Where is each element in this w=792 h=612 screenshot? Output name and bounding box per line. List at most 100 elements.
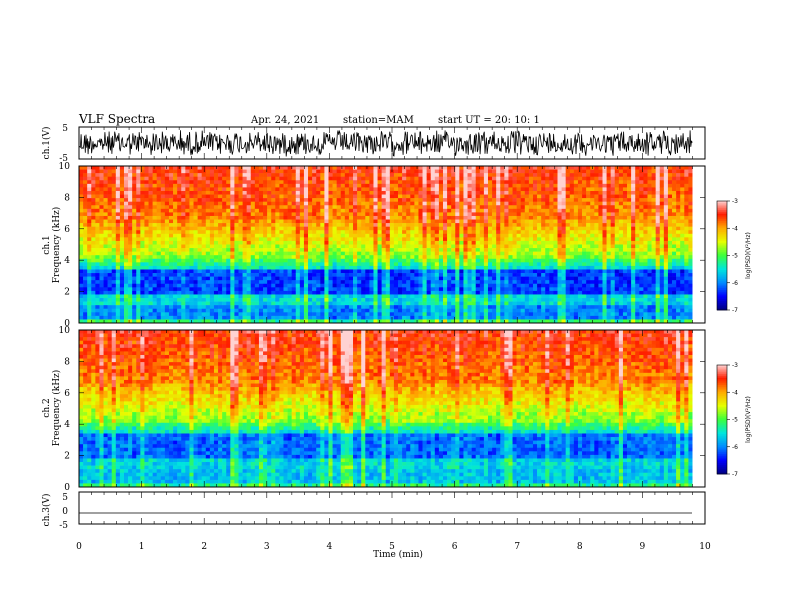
spectrogram-cell [430,262,436,267]
spectrogram-cell [487,290,493,295]
spectrogram-cell [201,208,207,213]
spectrogram-cell [242,201,247,206]
spectrogram-cell [209,244,215,249]
spectrogram-cell [320,287,325,292]
spectrogram-cell [132,301,137,306]
spectrogram-cell [148,187,153,192]
spectrogram-cell [340,223,346,227]
spectrogram-cell [234,319,239,324]
spectrogram-cell [479,205,485,210]
spectrogram-cell [213,219,219,224]
spectrogram-cell [406,205,411,210]
spectrogram-cell [144,305,149,310]
spectrogram-cell [279,269,284,274]
spectrogram-cell [316,290,321,295]
spectrogram-cell [99,169,104,174]
spectrogram-cell [299,173,305,178]
spectrogram-cell [500,305,505,310]
spectrogram-cell [308,287,313,292]
spectrogram-cell [279,219,284,224]
spectrogram-cell [369,212,374,217]
spectrogram-cell [123,262,129,267]
spectrogram-cell [475,315,481,320]
spectrogram-cell [267,240,272,245]
spectrogram-cell [234,212,239,217]
spectrogram-cell [385,265,391,270]
spectrogram-cell [148,190,153,195]
spectrogram-cell [83,298,88,302]
spectrogram-cell [471,305,477,310]
spectrogram-cell [402,190,407,195]
spectrogram-cell [242,255,247,260]
spectrogram-cell [463,215,468,220]
spectrogram-cell [136,237,141,242]
spectrogram-cell [328,273,333,277]
spectrogram-cell [136,319,141,324]
spectrogram-cell [316,251,321,256]
spectrogram-cell [389,269,395,274]
spectrogram-cell [479,287,485,292]
spectrogram-cell [291,262,297,267]
spectrogram-cell [283,258,288,263]
spectrogram-cell [181,173,186,178]
spectrogram-cell [275,262,280,267]
spectrogram-cell [328,298,333,302]
spectrogram-cell [541,183,546,188]
spectrogram-cell [402,280,407,285]
spectrogram-cell [402,194,407,199]
spectrogram-cell [516,294,522,299]
spectrogram-cell [218,251,223,256]
spectrogram-cell [520,230,526,235]
spectrogram-cell [279,212,284,217]
spectrogram-cell [250,276,256,281]
spectrogram-cell [132,176,137,181]
spectrogram-cell [336,215,342,220]
spectrogram-cell [197,315,202,320]
spectrogram-cell [475,319,481,324]
spectrogram-cell [414,273,419,277]
spectrogram-cell [447,173,452,178]
spectrogram-cell [361,169,366,174]
spectrogram-cell [79,237,84,242]
spectrogram-cell [463,173,468,178]
spectrogram-cell [393,223,399,227]
spectrogram-cell [275,255,280,260]
spectrogram-cell [308,166,313,170]
spectrogram-cell [361,308,366,313]
spectrogram-cell [365,294,370,299]
spectrogram-cell [123,319,129,324]
spectrogram-cell [406,280,411,285]
spectrogram-cell [467,312,472,317]
spectrogram-cell [479,255,485,260]
spectrogram-cell [422,280,427,285]
spectrogram-cell [532,183,538,188]
spectrogram-cell [385,230,391,235]
spectrogram-cell [107,301,113,306]
spectrogram-cell [373,230,378,235]
spectrogram-cell [410,258,415,263]
spectrogram-cell [144,208,149,213]
spectrogram-cell [177,201,182,206]
spectrogram-cell [500,255,505,260]
spectrogram-cell [205,169,211,174]
spectrogram-cell [361,319,366,324]
spectrogram-cell [463,183,468,188]
spectrogram-cell [422,237,427,242]
spectrogram-cell [426,226,432,231]
spectrogram-cell [512,169,517,174]
spectrogram-cell [287,212,292,217]
spectrogram-cell [389,262,395,267]
spectrogram-cell [230,287,235,292]
spectrogram-cell [295,180,301,185]
spectrogram-cell [418,190,423,195]
spectrogram-cell [369,305,374,310]
spectrogram-cell [140,183,145,188]
spectrogram-cell [267,201,272,206]
spectrogram-cell [316,301,321,306]
spectrogram-cell [324,319,329,324]
spectrogram-cell [115,298,121,302]
spectrogram-cell [348,276,354,281]
spectrogram-cell [340,240,346,245]
spectrogram-cell [152,240,158,245]
spectrogram-cell [91,230,96,235]
